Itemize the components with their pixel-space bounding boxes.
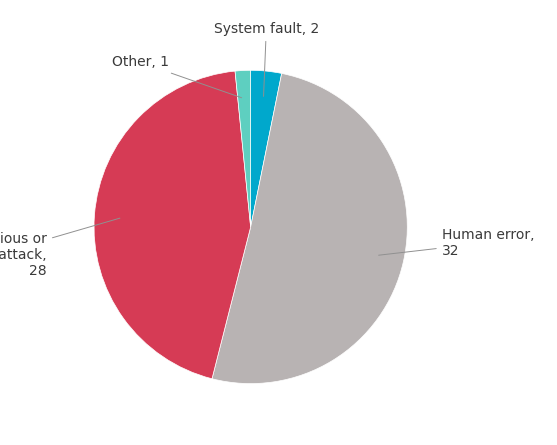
- Wedge shape: [94, 71, 251, 379]
- Wedge shape: [251, 70, 282, 227]
- Text: Other, 1: Other, 1: [112, 56, 242, 98]
- Text: Malicious or
criminal attack,
28: Malicious or criminal attack, 28: [0, 218, 120, 278]
- Wedge shape: [235, 70, 251, 227]
- Wedge shape: [212, 73, 407, 384]
- Text: System fault, 2: System fault, 2: [214, 22, 319, 97]
- Text: Human error,
32: Human error, 32: [379, 227, 534, 258]
